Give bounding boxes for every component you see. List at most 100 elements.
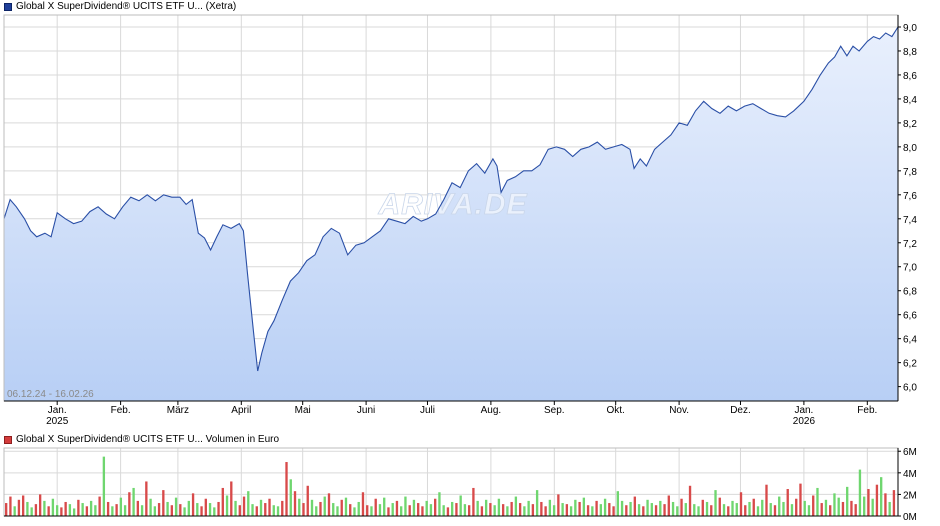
volume-bar <box>833 493 836 516</box>
volume-bar <box>795 498 798 516</box>
price-x-tick-year: 2025 <box>46 416 69 427</box>
price-y-tick-label: 8,6 <box>903 71 917 82</box>
volume-bar <box>616 491 619 516</box>
volume-bar <box>531 504 535 516</box>
volume-bar <box>374 498 377 516</box>
volume-bar <box>285 462 288 516</box>
volume-bar <box>544 506 547 516</box>
volume-bar <box>756 506 760 516</box>
volume-bar <box>659 500 662 516</box>
volume-bar <box>790 504 794 516</box>
volume-bar <box>319 501 322 516</box>
volume-bar <box>293 491 297 516</box>
volume-bar <box>714 490 717 516</box>
volume-bar <box>106 501 110 516</box>
volume-bar <box>718 497 721 516</box>
volume-bar <box>255 506 258 516</box>
volume-bar <box>383 497 386 516</box>
volume-bar <box>174 497 178 516</box>
volume-bar <box>55 505 59 516</box>
volume-bar <box>705 501 709 516</box>
volume-bar <box>327 493 331 516</box>
price-line <box>3 26 899 372</box>
volume-bar <box>850 500 853 516</box>
volume-bar <box>89 500 93 516</box>
volume-bar <box>837 497 840 516</box>
price-x-tick-label: Juni <box>357 405 375 416</box>
price-x-tick-label: Okt. <box>607 405 625 416</box>
volume-bar <box>786 489 789 516</box>
volume-bar <box>391 503 394 516</box>
volume-bar <box>251 504 254 516</box>
volume-bar <box>744 505 747 516</box>
volume-bar <box>72 508 76 516</box>
volume-bar <box>38 494 42 516</box>
price-plot-frame <box>3 14 899 402</box>
volume-bar <box>77 499 80 516</box>
volume-bar <box>591 506 594 516</box>
price-y-tick-label: 6,8 <box>903 287 917 298</box>
volume-bar <box>259 499 263 516</box>
price-y-tick-label: 8,4 <box>903 95 917 106</box>
price-y-tick-label: 7,6 <box>903 191 917 202</box>
volume-bar <box>204 498 207 516</box>
price-y-tick-label: 6,2 <box>903 359 917 370</box>
volume-bar <box>455 503 458 516</box>
volume-bar <box>816 487 819 516</box>
watermark: ARIVA.DE <box>377 188 527 221</box>
volume-bar <box>735 503 738 516</box>
volume-bar <box>467 505 471 516</box>
volume-bar <box>650 503 653 516</box>
volume-bar <box>47 506 50 516</box>
volume-y-tick-label: 0M <box>903 512 917 523</box>
price-y-tick-label: 7,0 <box>903 263 917 274</box>
price-x-tick-label: April <box>231 405 251 416</box>
volume-bar <box>765 484 768 516</box>
volume-bar <box>493 505 496 516</box>
volume-bar <box>68 504 72 516</box>
volume-bar <box>315 506 318 516</box>
volume-bar <box>323 496 326 516</box>
volume-bar <box>200 506 203 516</box>
volume-bar <box>501 504 505 516</box>
volume-bar <box>472 487 475 516</box>
volume-bar <box>773 505 777 516</box>
volume-bar <box>85 506 89 516</box>
price-y-tick-label: 7,2 <box>903 239 917 250</box>
volume-bar <box>884 493 887 516</box>
volume-bar <box>578 501 581 516</box>
volume-bar <box>170 505 173 516</box>
volume-bar <box>17 499 21 516</box>
volume-bar <box>183 507 186 516</box>
volume-bar <box>574 499 577 516</box>
volume-bar <box>140 505 144 516</box>
volume-bar <box>510 501 513 516</box>
volume-bars <box>5 456 896 516</box>
volume-bar <box>803 500 806 516</box>
volume-bar <box>310 499 314 516</box>
volume-bar <box>892 490 896 516</box>
volume-bar <box>344 497 348 516</box>
price-y-tick-label: 7,8 <box>903 167 917 178</box>
price-x-tick-label: Juli <box>420 405 435 416</box>
volume-bar <box>98 496 101 516</box>
volume-bar <box>858 469 862 516</box>
volume-bar <box>654 505 658 516</box>
volume-y-tick-label: 6M <box>903 447 917 458</box>
price-y-axis: 6,0 6,2 6,4 6,6 6,8 7,0 7,2 7,4 7,6 7,8 8,0 8,2 8,4 8… <box>898 23 917 394</box>
price-x-tick-year: 2026 <box>793 416 816 427</box>
volume-bar <box>612 506 615 516</box>
volume-bar <box>268 498 271 516</box>
date-range-label: 06.12.24 - 16.02.26 <box>7 389 94 400</box>
volume-bar <box>221 487 224 516</box>
volume-bar <box>400 506 403 516</box>
volume-bar <box>111 506 114 516</box>
volume-bar <box>595 500 598 516</box>
volume-bar <box>298 498 301 516</box>
volume-bar <box>688 485 692 516</box>
volume-bar <box>51 498 55 516</box>
volume-bar <box>642 506 645 516</box>
volume-bar <box>366 505 369 516</box>
volume-bar <box>854 504 857 516</box>
